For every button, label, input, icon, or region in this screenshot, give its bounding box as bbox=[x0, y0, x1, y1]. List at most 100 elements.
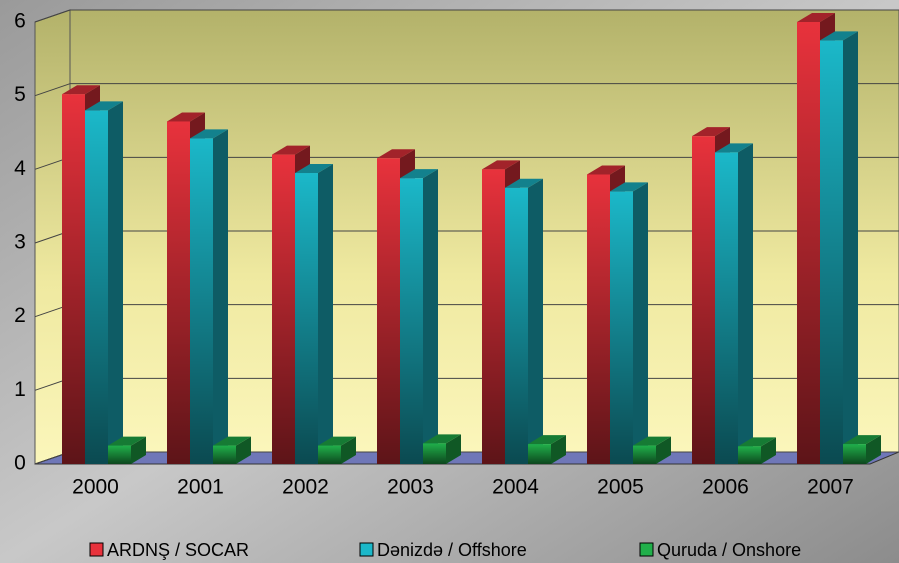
bar bbox=[610, 182, 648, 464]
bar-top bbox=[272, 145, 310, 155]
bar-side bbox=[131, 436, 146, 464]
bar-shade bbox=[482, 169, 505, 465]
bar-side bbox=[761, 437, 776, 464]
bar-top bbox=[62, 85, 100, 95]
x-tick-label: 2005 bbox=[597, 476, 644, 499]
bar-side bbox=[866, 435, 881, 464]
bar-side bbox=[738, 143, 753, 464]
bar-top bbox=[423, 434, 461, 444]
legend-swatch bbox=[639, 542, 654, 557]
bar-side bbox=[633, 182, 648, 464]
bar-top bbox=[318, 436, 356, 446]
bar-top bbox=[505, 178, 543, 188]
bar bbox=[318, 436, 356, 464]
y-tick-label: 3 bbox=[14, 231, 26, 254]
grid-line bbox=[34, 9, 71, 23]
bar-shade bbox=[85, 110, 108, 465]
bar-top bbox=[528, 435, 566, 445]
bar-side bbox=[236, 436, 251, 464]
bar-side bbox=[446, 434, 461, 464]
bar-side bbox=[318, 164, 333, 464]
bar-top bbox=[167, 112, 205, 122]
bar-shade bbox=[715, 152, 738, 464]
y-tick-label: 1 bbox=[14, 378, 26, 401]
bar-side bbox=[423, 169, 438, 464]
bar-top bbox=[797, 13, 835, 22]
y-tick-label: 6 bbox=[14, 10, 26, 33]
bar bbox=[715, 143, 753, 464]
bar-top bbox=[692, 127, 730, 137]
bar-shade bbox=[692, 136, 715, 464]
bar-shade bbox=[820, 40, 843, 465]
bar-shade bbox=[633, 445, 656, 464]
y-tick-label: 2 bbox=[14, 304, 26, 327]
bar-top bbox=[482, 160, 520, 170]
bar-shade bbox=[843, 444, 866, 464]
bar-shade bbox=[738, 446, 761, 464]
bar-top bbox=[587, 165, 625, 175]
bar-side bbox=[528, 178, 543, 464]
y-tick-label: 0 bbox=[14, 452, 26, 475]
legend-label: Quruda / Onshore bbox=[657, 540, 801, 560]
bar-shade bbox=[295, 173, 318, 464]
bar-shade bbox=[797, 22, 820, 464]
legend-swatch bbox=[359, 542, 374, 557]
bar bbox=[738, 437, 776, 464]
bar-shade bbox=[62, 94, 85, 465]
bar-top bbox=[610, 182, 648, 192]
bar-side bbox=[843, 31, 858, 465]
bar bbox=[505, 178, 543, 464]
bar-shade bbox=[190, 138, 213, 465]
bar bbox=[213, 436, 251, 464]
bar-side bbox=[341, 436, 356, 464]
legend-label: Dənizdə / Offshore bbox=[377, 540, 527, 560]
x-tick-label: 2000 bbox=[72, 476, 119, 499]
bar-shade bbox=[377, 158, 400, 465]
legend-swatch bbox=[89, 542, 104, 557]
bar-top bbox=[820, 31, 858, 41]
y-tick-label: 4 bbox=[14, 157, 26, 180]
x-tick-label: 2003 bbox=[387, 476, 434, 499]
bar bbox=[423, 434, 461, 464]
bar-top bbox=[715, 143, 753, 153]
bar bbox=[400, 169, 438, 464]
bar-top bbox=[377, 149, 415, 159]
bar-shade bbox=[610, 191, 633, 464]
bar-shade bbox=[167, 121, 190, 464]
bar bbox=[190, 129, 228, 465]
bar-shade bbox=[318, 445, 341, 464]
x-tick-label: 2004 bbox=[492, 476, 539, 499]
bar-shade bbox=[423, 443, 446, 464]
bar-shade bbox=[272, 154, 295, 464]
bar-shade bbox=[587, 174, 610, 465]
bar-top bbox=[738, 437, 776, 447]
bar bbox=[528, 435, 566, 464]
bar-side bbox=[213, 129, 228, 465]
x-tick-label: 2002 bbox=[282, 476, 329, 499]
bar bbox=[820, 31, 858, 465]
y-tick-label: 5 bbox=[14, 83, 26, 106]
bar-shade bbox=[505, 187, 528, 464]
bar-top bbox=[108, 436, 146, 446]
bar-top bbox=[85, 101, 123, 111]
x-tick-label: 2006 bbox=[702, 476, 749, 499]
bar-shade bbox=[108, 445, 131, 464]
bar-top bbox=[213, 436, 251, 446]
x-tick-label: 2001 bbox=[177, 476, 224, 499]
bar-shade bbox=[213, 445, 236, 464]
bar-top bbox=[295, 164, 333, 174]
bar-side bbox=[108, 101, 123, 465]
bar-shade bbox=[528, 444, 551, 464]
legend-label: ARDNŞ / SOCAR bbox=[107, 540, 249, 560]
grid-line bbox=[34, 83, 71, 97]
bar-top bbox=[633, 436, 671, 446]
bar-top bbox=[190, 129, 228, 139]
bar bbox=[108, 436, 146, 464]
bar bbox=[85, 101, 123, 465]
bar bbox=[843, 435, 881, 464]
bar-top bbox=[400, 169, 438, 179]
bar bbox=[295, 164, 333, 464]
bar-top bbox=[843, 435, 881, 445]
bar-side bbox=[656, 436, 671, 464]
